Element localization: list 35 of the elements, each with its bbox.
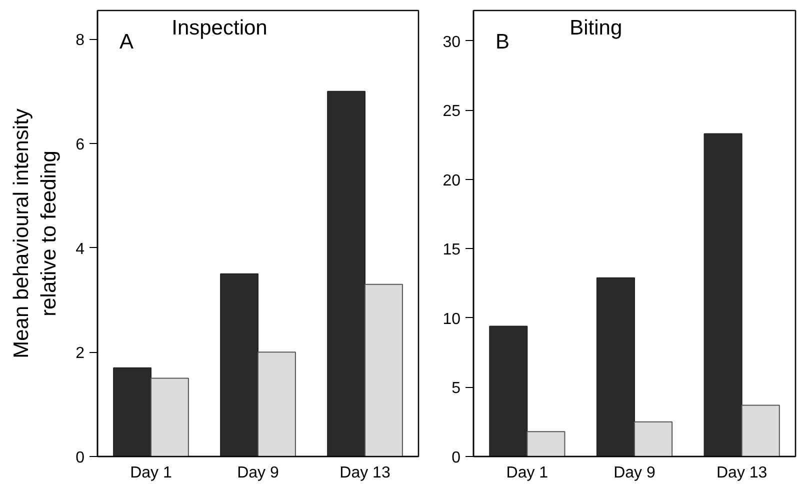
bar [258,352,296,456]
y-tick-label: 4 [76,240,85,258]
bar [364,284,403,456]
x-tick-label: Day 1 [506,464,548,482]
x-tick-label: Day 13 [716,464,768,482]
y-tick-label: 25 [442,103,461,120]
y-tick-label: 10 [442,310,461,328]
x-tick-label: Day 9 [614,464,656,482]
bar [113,367,152,456]
bar [526,431,566,456]
y-tick-label: 2 [76,345,85,362]
y-tick-label: 15 [442,242,461,259]
bar [327,90,366,456]
bar [704,133,742,456]
y-tick-label: 30 [442,34,461,51]
y-tick-label: 0 [76,450,85,466]
chart-title: Inspection [172,16,268,40]
y-tick-label: 6 [76,136,85,154]
x-tick-label: Day 13 [340,464,390,482]
annotation: B [496,30,510,54]
bar [489,326,528,456]
bar [741,404,780,456]
y-tick-label: 0 [452,450,461,466]
y-tick-label: 8 [76,32,85,50]
y-tick-label: 5 [452,380,461,398]
bar [220,273,258,456]
bar [634,421,673,456]
y-tick-label: 20 [442,172,461,190]
x-tick-label: Day 1 [130,464,172,482]
bar [150,378,189,456]
y-axis-title: Mean behavioural intensity relative to feeding [10,108,61,358]
annotation: A [120,30,134,54]
x-tick-label: Day 9 [237,464,279,482]
bar [596,277,635,456]
chart-title: Biting [570,16,622,40]
